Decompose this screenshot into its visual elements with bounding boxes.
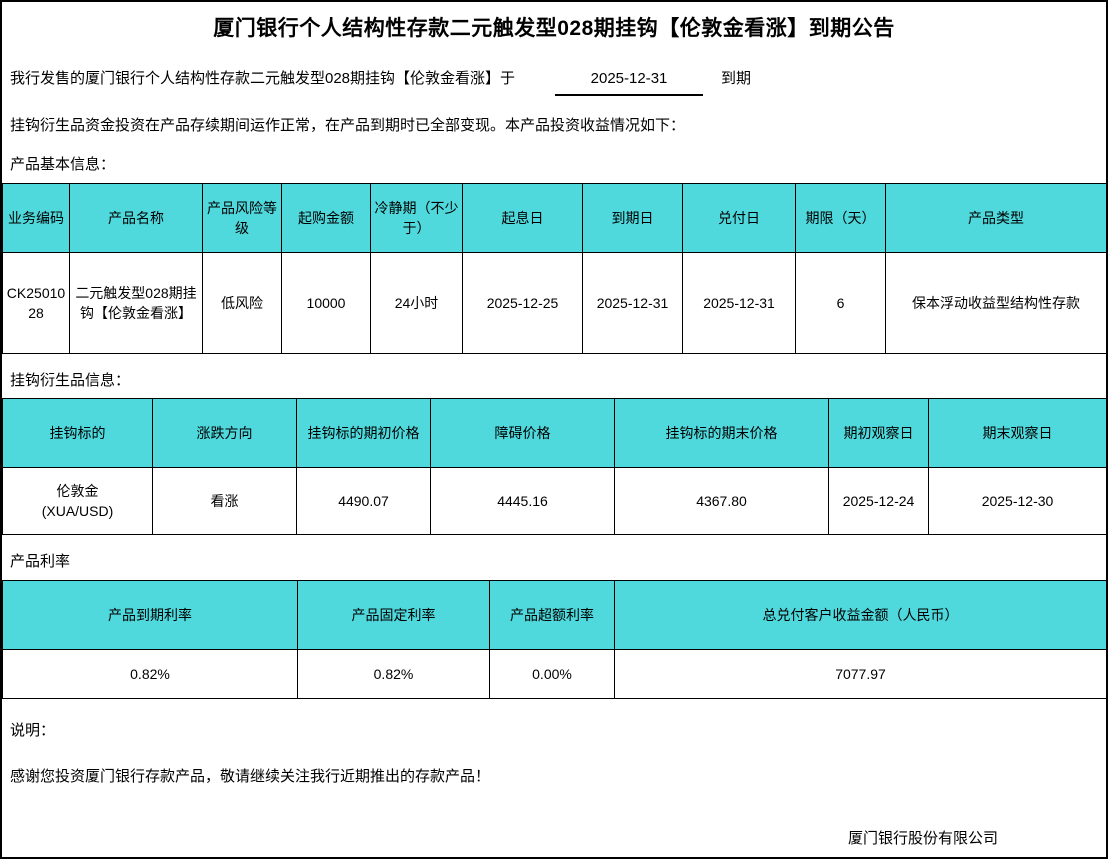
col-risk-level: 产品风险等级 xyxy=(202,182,282,253)
col-underlying: 挂钩标的 xyxy=(2,398,153,469)
company-signature: 厦门银行股份有限公司 xyxy=(847,829,998,847)
col-cooling-period: 冷静期（不少于） xyxy=(370,182,463,253)
table-header-row: 业务编码 产品名称 产品风险等级 起购金额 冷静期（不少于） 起息日 到期日 兑… xyxy=(2,182,1106,253)
table-header-row: 产品到期利率 产品固定利率 产品超额利率 总兑付客户收益金额（人民币） xyxy=(2,579,1106,650)
col-product-name: 产品名称 xyxy=(69,182,203,253)
table-row: CK2501028 二元触发型028期挂钩【伦敦金看涨】 低风险 10000 2… xyxy=(2,251,1106,354)
cell-initial-price: 4490.07 xyxy=(296,467,431,536)
note-body: 感谢您投资厦门银行存款产品，敬请继续关注我行近期推出的存款产品！ xyxy=(10,767,491,785)
intro-section: 我行发售的厦门银行个人结构性存款二元触发型028期挂钩【伦敦金看涨】于 2025… xyxy=(2,67,1106,138)
cell-maturity-date: 2025-12-31 xyxy=(582,251,683,354)
interest-info-table: 产品到期利率 产品固定利率 产品超额利率 总兑付客户收益金额（人民币） 0.82… xyxy=(2,579,1106,699)
table-row: 0.82% 0.82% 0.00% 7077.97 xyxy=(2,648,1106,699)
basic-info-table: 业务编码 产品名称 产品风险等级 起购金额 冷静期（不少于） 起息日 到期日 兑… xyxy=(2,182,1106,354)
col-final-observation-date: 期末观察日 xyxy=(928,398,1106,469)
col-final-price: 挂钩标的期末价格 xyxy=(614,398,829,469)
maturity-date-value: 2025-12-31 xyxy=(555,67,704,97)
page-title: 厦门银行个人结构性存款二元触发型028期挂钩【伦敦金看涨】到期公告 xyxy=(213,17,895,40)
footer-section: 说明： 感谢您投资厦门银行存款产品，敬请继续关注我行近期推出的存款产品！ 厦门银… xyxy=(2,719,1106,857)
col-maturity-date: 到期日 xyxy=(582,182,683,253)
cell-direction: 看涨 xyxy=(152,467,297,536)
cell-payment-date: 2025-12-31 xyxy=(682,251,796,354)
table-row: 伦敦金 (XUA/USD) 看涨 4490.07 4445.16 4367.80… xyxy=(2,467,1106,536)
cell-maturity-rate: 0.82% xyxy=(2,648,298,699)
cell-product-name: 二元触发型028期挂钩【伦敦金看涨】 xyxy=(69,251,203,354)
col-total-payout: 总兑付客户收益金额（人民币） xyxy=(614,579,1106,650)
cell-term-days: 6 xyxy=(795,251,886,354)
col-excess-rate: 产品超额利率 xyxy=(489,579,615,650)
col-business-code: 业务编码 xyxy=(2,182,70,253)
col-value-date: 起息日 xyxy=(462,182,583,253)
intro-line: 我行发售的厦门银行个人结构性存款二元触发型028期挂钩【伦敦金看涨】于 2025… xyxy=(10,67,1098,97)
col-min-amount: 起购金额 xyxy=(281,182,371,253)
basic-info-caption: 产品基本信息： xyxy=(10,156,116,174)
cell-final-price: 4367.80 xyxy=(614,467,829,536)
intro-paragraph: 挂钩衍生品资金投资在产品存续期间运作正常，在产品到期时已全部变现。本产品投资收益… xyxy=(10,117,686,135)
cell-min-amount: 10000 xyxy=(281,251,371,354)
cell-value-date: 2025-12-25 xyxy=(462,251,583,354)
cell-total-payout: 7077.97 xyxy=(614,648,1106,699)
cell-final-observation-date: 2025-12-30 xyxy=(928,467,1106,536)
cell-barrier-price: 4445.16 xyxy=(430,467,615,536)
cell-excess-rate: 0.00% xyxy=(489,648,615,699)
col-direction: 涨跌方向 xyxy=(152,398,297,469)
cell-fixed-rate: 0.82% xyxy=(297,648,490,699)
cell-risk-level: 低风险 xyxy=(202,251,282,354)
cell-initial-observation-date: 2025-12-24 xyxy=(828,467,929,536)
col-maturity-rate: 产品到期利率 xyxy=(2,579,298,650)
intro-lead-text: 我行发售的厦门银行个人结构性存款二元触发型028期挂钩【伦敦金看涨】于 xyxy=(10,70,516,88)
col-term-days: 期限（天） xyxy=(795,182,886,253)
col-initial-observation-date: 期初观察日 xyxy=(828,398,929,469)
col-fixed-rate: 产品固定利率 xyxy=(297,579,490,650)
cell-product-type: 保本浮动收益型结构性存款 xyxy=(885,251,1106,354)
derivative-info-table: 挂钩标的 涨跌方向 挂钩标的期初价格 障碍价格 挂钩标的期末价格 期初观察日 期… xyxy=(2,398,1106,536)
interest-info-caption: 产品利率 xyxy=(10,553,71,571)
col-product-type: 产品类型 xyxy=(885,182,1106,253)
col-barrier-price: 障碍价格 xyxy=(430,398,615,469)
cell-business-code: CK2501028 xyxy=(2,251,70,354)
cell-cooling-period: 24小时 xyxy=(370,251,463,354)
col-payment-date: 兑付日 xyxy=(682,182,796,253)
intro-suffix-text: 到期 xyxy=(721,70,752,88)
col-initial-price: 挂钩标的期初价格 xyxy=(296,398,431,469)
note-label: 说明： xyxy=(10,721,56,739)
derivative-info-caption: 挂钩衍生品信息： xyxy=(10,371,131,389)
cell-underlying: 伦敦金 (XUA/USD) xyxy=(2,467,153,536)
table-header-row: 挂钩标的 涨跌方向 挂钩标的期初价格 障碍价格 挂钩标的期末价格 期初观察日 期… xyxy=(2,398,1106,469)
